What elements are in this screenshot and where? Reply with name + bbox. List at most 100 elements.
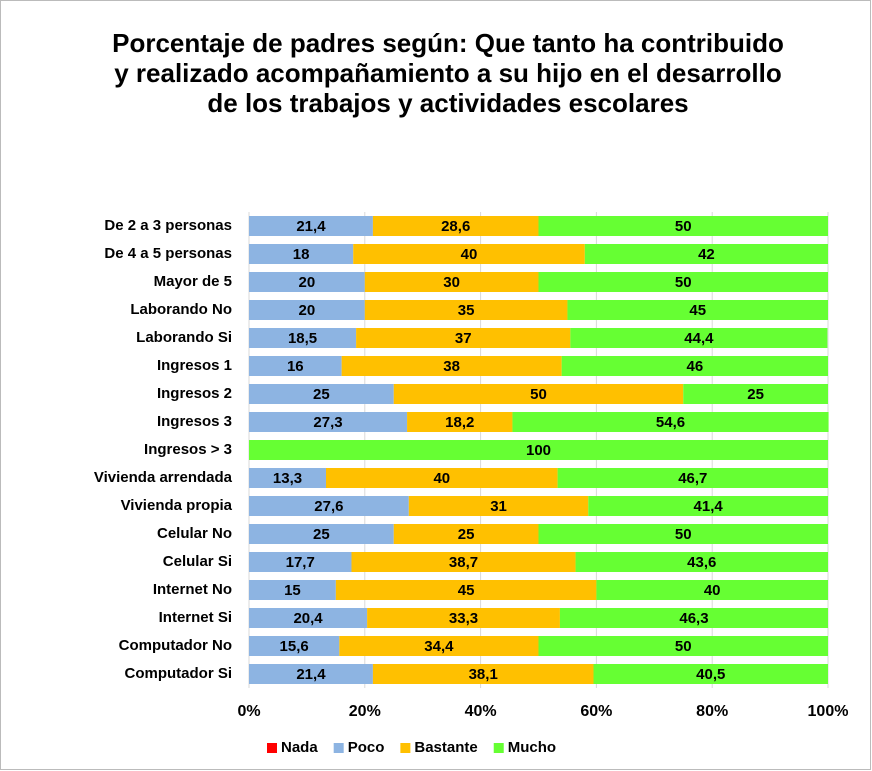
- data-label: 54,6: [656, 414, 685, 431]
- x-tick-label: 40%: [465, 703, 497, 720]
- y-tick-label: Internet Si: [159, 609, 232, 626]
- data-label: 15: [284, 582, 301, 599]
- data-label: 20,4: [293, 610, 323, 627]
- bar-segment: [249, 552, 352, 572]
- bar-segment: [249, 580, 336, 600]
- data-label: 40: [461, 246, 478, 263]
- legend-label: Mucho: [508, 739, 556, 756]
- bar-segment: [249, 524, 394, 544]
- data-label: 13,3: [273, 470, 302, 487]
- bar-segment: [538, 636, 828, 656]
- data-label: 33,3: [449, 610, 478, 627]
- y-tick-label: Ingresos 2: [157, 385, 232, 402]
- data-label: 27,6: [314, 498, 343, 515]
- bar-segment: [393, 524, 539, 544]
- bar-segment: [567, 300, 828, 320]
- data-label: 40: [704, 582, 721, 599]
- y-tick-label: Ingresos 3: [157, 413, 232, 430]
- bar-segment: [584, 244, 828, 264]
- bar-segment: [249, 244, 354, 264]
- legend-label: Poco: [348, 739, 385, 756]
- bar-segment: [249, 384, 394, 404]
- data-label: 50: [675, 218, 692, 235]
- data-label: 50: [675, 526, 692, 543]
- data-label: 21,4: [296, 218, 326, 235]
- bar-segment: [372, 216, 539, 236]
- data-label: 50: [530, 386, 547, 403]
- data-label: 15,6: [280, 638, 309, 655]
- data-label: 18,5: [288, 330, 317, 347]
- legend-label: Nada: [281, 739, 318, 756]
- data-label: 45: [689, 302, 706, 319]
- data-label: 18,2: [445, 414, 474, 431]
- data-label: 50: [675, 274, 692, 291]
- bar-segment: [249, 636, 340, 656]
- data-label: 21,4: [296, 666, 326, 683]
- data-label: 38: [443, 358, 460, 375]
- bar-segment: [575, 552, 828, 572]
- bar-segment: [561, 356, 828, 376]
- y-tick-label: Laborando Si: [136, 329, 232, 346]
- bar-segment: [249, 608, 368, 628]
- bar-segment: [364, 300, 568, 320]
- data-label: 25: [313, 386, 330, 403]
- data-label: 18: [293, 246, 310, 263]
- y-tick-label: Celular Si: [163, 553, 232, 570]
- data-label: 46,3: [679, 610, 708, 627]
- bar-segment: [570, 328, 828, 348]
- bar-segment: [408, 496, 589, 516]
- data-label: 41,4: [694, 498, 724, 515]
- data-label: 34,4: [424, 638, 454, 655]
- bar-segment: [557, 468, 828, 488]
- bar-segment: [249, 664, 373, 684]
- x-tick-label: 20%: [349, 703, 381, 720]
- bar-segment: [249, 216, 373, 236]
- data-label: 40,5: [696, 666, 725, 683]
- y-tick-label: De 2 a 3 personas: [104, 217, 232, 234]
- x-tick-label: 0%: [237, 703, 260, 720]
- bar-segment: [335, 580, 597, 600]
- bar-segment: [326, 468, 558, 488]
- data-label: 20: [299, 302, 316, 319]
- y-tick-label: Ingresos > 3: [144, 441, 232, 458]
- bar-segment: [249, 412, 408, 432]
- bar-segment: [353, 244, 585, 264]
- data-label: 44,4: [684, 330, 714, 347]
- bar-segment: [393, 384, 684, 404]
- bar-segment: [593, 664, 828, 684]
- data-label: 17,7: [286, 554, 315, 571]
- chart-title: Porcentaje de padres según: Que tanto ha…: [112, 28, 784, 118]
- bar-segment: [249, 356, 342, 376]
- y-tick-label: Laborando No: [130, 301, 232, 318]
- bar-segment: [538, 272, 828, 292]
- x-tick-label: 60%: [580, 703, 612, 720]
- bar-segment: [367, 608, 560, 628]
- data-label: 50: [675, 638, 692, 655]
- data-label: 25: [458, 526, 475, 543]
- legend-swatch: [333, 743, 344, 753]
- data-label: 27,3: [313, 414, 342, 431]
- bar-segment: [341, 356, 562, 376]
- bar-segment: [538, 524, 828, 544]
- y-tick-label: Celular No: [157, 525, 232, 542]
- y-tick-label: Computador Si: [125, 665, 233, 682]
- data-label: 100: [526, 442, 551, 459]
- legend-swatch: [400, 743, 411, 753]
- data-label: 28,6: [441, 218, 470, 235]
- data-label: 16: [287, 358, 304, 375]
- data-label: 20: [299, 274, 316, 291]
- y-tick-label: Vivienda arrendada: [94, 469, 233, 486]
- bar-segment: [683, 384, 828, 404]
- bar-segment: [512, 412, 829, 432]
- bar-segment: [372, 664, 594, 684]
- data-label: 35: [458, 302, 475, 319]
- bar-segment: [588, 496, 828, 516]
- data-label: 42: [698, 246, 715, 263]
- data-label: 45: [458, 582, 475, 599]
- data-label: 46: [686, 358, 703, 375]
- bar-segment: [249, 440, 828, 460]
- bar-segment: [351, 552, 576, 572]
- x-tick-label: 80%: [696, 703, 728, 720]
- data-label: 25: [747, 386, 764, 403]
